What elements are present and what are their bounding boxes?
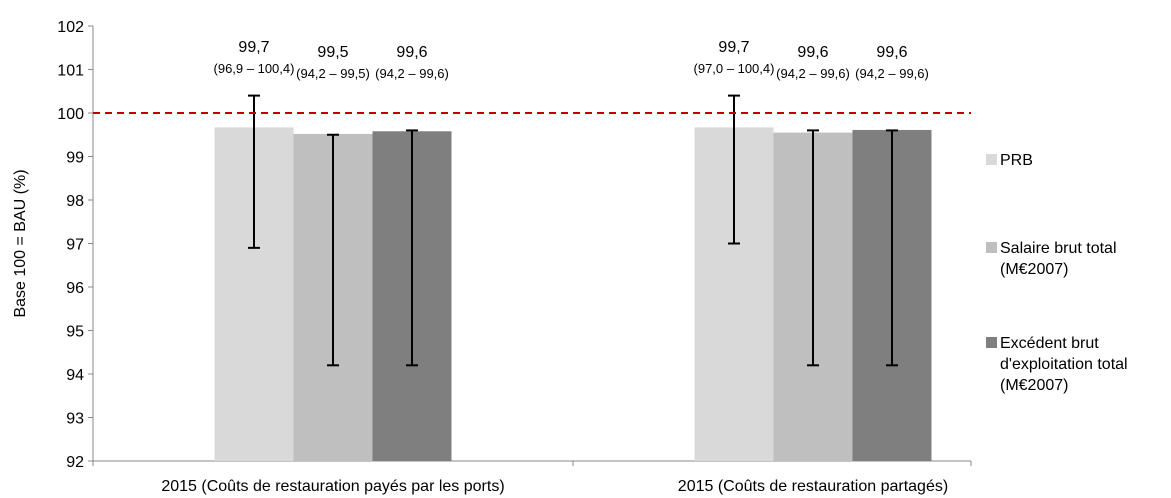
data-label-value: 99,6 <box>876 44 907 61</box>
legend-item-excedent: Excédent brut d'exploitation total (M€20… <box>986 333 1128 396</box>
y-tick-label: 95 <box>66 324 84 341</box>
x-category-label: 2015 (Coûts de restauration partagés) <box>678 478 948 495</box>
legend-item-salaire: Salaire brut total (M€2007) <box>986 238 1117 280</box>
x-category-label: 2015 (Coûts de restauration payés par le… <box>161 478 504 495</box>
y-tick-label: 102 <box>57 19 84 36</box>
y-tick-label: 92 <box>66 454 84 471</box>
data-label-value: 99,6 <box>396 44 427 61</box>
legend-swatch-excedent <box>986 337 997 348</box>
data-labels: 99,7 (96,9 – 100,4) 99,7 (97,0 – 100,4) 99,5… <box>93 39 971 114</box>
y-tick-label: 94 <box>66 367 84 384</box>
y-axis-title: Base 100 = BAU (%) <box>12 169 29 317</box>
y-tick-label: 98 <box>66 193 84 210</box>
y-tick-label: 100 <box>57 106 84 123</box>
data-label-range: (94,2 – 99,6) <box>855 66 929 81</box>
legend-label: Salaire brut total (M€2007) <box>1000 240 1117 278</box>
legend-label: PRB <box>1000 152 1033 169</box>
data-label-value: 99,7 <box>718 39 749 56</box>
data-label-value: 99,7 <box>238 39 269 56</box>
y-tick-label: 99 <box>66 150 84 167</box>
legend-swatch-prb <box>986 154 997 165</box>
data-label-value: 99,5 <box>317 44 348 61</box>
axes: 92 93 94 95 96 97 98 99 100 101 102 Base 100 = BAU … <box>12 19 972 495</box>
data-label-range: (97,0 – 100,4) <box>694 61 775 76</box>
legend-swatch-salaire <box>986 242 997 253</box>
data-label-range: (94,2 – 99,6) <box>375 66 449 81</box>
data-label-value: 99,6 <box>797 44 828 61</box>
data-label-range: (94,2 – 99,6) <box>776 66 850 81</box>
legend-label: Excédent brut d'exploitation total (M€20… <box>1000 335 1128 394</box>
legend-item-prb: PRB <box>986 150 1033 171</box>
y-tick-label: 96 <box>66 280 84 297</box>
data-label-range: (94,2 – 99,5) <box>296 66 370 81</box>
data-label-range: (96,9 – 100,4) <box>214 61 295 76</box>
bars <box>214 94 932 461</box>
y-tick-label: 93 <box>66 411 84 428</box>
y-tick-label: 101 <box>57 63 84 80</box>
y-tick-label: 97 <box>66 237 84 254</box>
